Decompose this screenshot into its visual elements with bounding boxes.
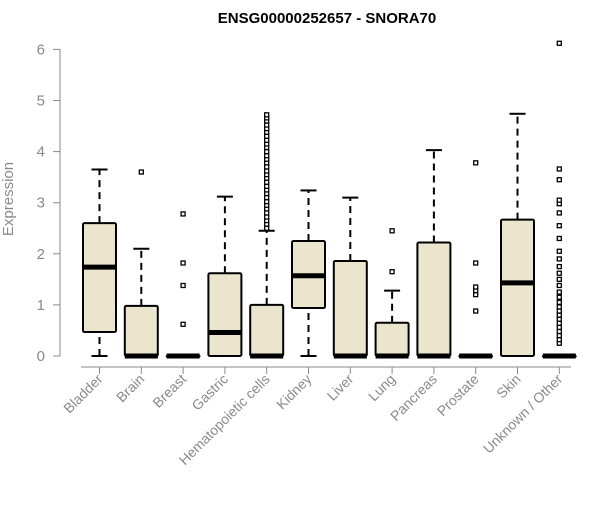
outlier-point bbox=[556, 40, 562, 46]
outlier-point bbox=[180, 321, 186, 327]
x-tick-label: Lung bbox=[365, 371, 398, 404]
outlier-point bbox=[556, 336, 562, 343]
y-tick-label: 6 bbox=[37, 41, 45, 58]
outlier-point bbox=[264, 210, 270, 216]
outlier-point bbox=[473, 308, 479, 314]
outlier-point bbox=[556, 324, 562, 331]
box bbox=[374, 321, 410, 358]
x-tick-label: Bladder bbox=[60, 371, 106, 417]
box bbox=[207, 272, 243, 357]
outlier-point bbox=[556, 276, 562, 283]
x-tick-label: Kidney bbox=[273, 371, 315, 413]
outlier-point bbox=[556, 270, 562, 276]
outlier-point bbox=[556, 299, 562, 305]
box-group bbox=[165, 211, 201, 359]
outlier-point bbox=[264, 214, 270, 220]
outlier-point bbox=[180, 282, 186, 289]
y-ticks: 0 1 2 3 4 5 6 bbox=[37, 41, 60, 365]
outlier-point bbox=[264, 164, 270, 170]
outlier-point bbox=[556, 304, 562, 310]
box bbox=[82, 222, 117, 333]
box-group bbox=[500, 112, 535, 357]
outlier-point bbox=[180, 260, 186, 266]
x-tick-label: Breast bbox=[149, 371, 189, 411]
box-group bbox=[123, 169, 159, 359]
box bbox=[332, 259, 368, 358]
outlier-point bbox=[264, 179, 270, 185]
y-tick-label: 1 bbox=[37, 297, 45, 314]
box bbox=[416, 241, 452, 357]
x-tick-label: Unknown / Other bbox=[480, 371, 566, 457]
outlier-point bbox=[264, 148, 270, 155]
box bbox=[123, 304, 159, 357]
outlier-point bbox=[264, 199, 270, 205]
outlier-point bbox=[473, 260, 479, 266]
outlier-point bbox=[556, 256, 562, 262]
outlier-point bbox=[556, 282, 562, 289]
box-group bbox=[416, 149, 452, 359]
outlier-point bbox=[264, 153, 270, 159]
outlier-point bbox=[556, 223, 562, 229]
box-group bbox=[207, 195, 243, 357]
x-tick-label: Liver bbox=[324, 371, 357, 404]
y-tick-label: 5 bbox=[37, 93, 45, 110]
outlier-point bbox=[556, 316, 562, 322]
outlier-point bbox=[180, 211, 186, 217]
box-group bbox=[249, 112, 285, 359]
outlier-point bbox=[389, 269, 395, 275]
box-group bbox=[82, 168, 117, 357]
outlier-point bbox=[556, 263, 562, 270]
outlier-point bbox=[264, 225, 270, 231]
box-group bbox=[332, 196, 368, 359]
outlier-point bbox=[556, 289, 562, 295]
outlier-point bbox=[138, 169, 144, 175]
outlier-point bbox=[473, 284, 479, 290]
y-tick-label: 4 bbox=[37, 144, 45, 161]
outlier-point bbox=[556, 332, 562, 339]
outlier-point bbox=[556, 328, 562, 335]
outlier-point bbox=[556, 177, 562, 183]
box-group bbox=[541, 40, 577, 359]
box bbox=[249, 303, 285, 357]
y-tick-label: 2 bbox=[37, 246, 45, 263]
outlier-point bbox=[556, 235, 562, 242]
y-tick-label: 3 bbox=[37, 195, 45, 212]
box-group bbox=[291, 189, 326, 357]
box bbox=[500, 218, 535, 357]
box-group bbox=[458, 160, 494, 359]
outlier-point bbox=[264, 194, 270, 201]
outlier-point bbox=[264, 112, 270, 118]
box-group bbox=[374, 228, 410, 359]
outlier-point bbox=[556, 210, 562, 216]
x-tick-label: Brain bbox=[113, 371, 147, 405]
outlier-point bbox=[556, 294, 562, 300]
outlier-point bbox=[473, 160, 479, 166]
outlier-point bbox=[556, 312, 562, 318]
x-tick-label: Prostate bbox=[434, 371, 482, 419]
outlier-point bbox=[556, 308, 562, 314]
outlier-point bbox=[556, 248, 562, 254]
boxes bbox=[82, 40, 577, 359]
outlier-point bbox=[556, 166, 562, 172]
y-axis-title: Expression bbox=[0, 162, 17, 236]
outlier-point bbox=[556, 320, 562, 326]
outlier-point bbox=[264, 122, 270, 128]
outlier-point bbox=[264, 133, 270, 139]
chart-title: ENSG00000252657 - SNORA70 bbox=[218, 10, 436, 27]
outlier-point bbox=[264, 137, 270, 144]
outlier-point bbox=[264, 183, 270, 189]
outlier-point bbox=[389, 228, 395, 234]
x-tick-label: Skin bbox=[493, 371, 524, 402]
outlier-point bbox=[473, 292, 479, 298]
y-tick-label: 0 bbox=[37, 348, 45, 365]
outlier-point bbox=[556, 197, 562, 203]
outlier-point bbox=[264, 168, 270, 174]
